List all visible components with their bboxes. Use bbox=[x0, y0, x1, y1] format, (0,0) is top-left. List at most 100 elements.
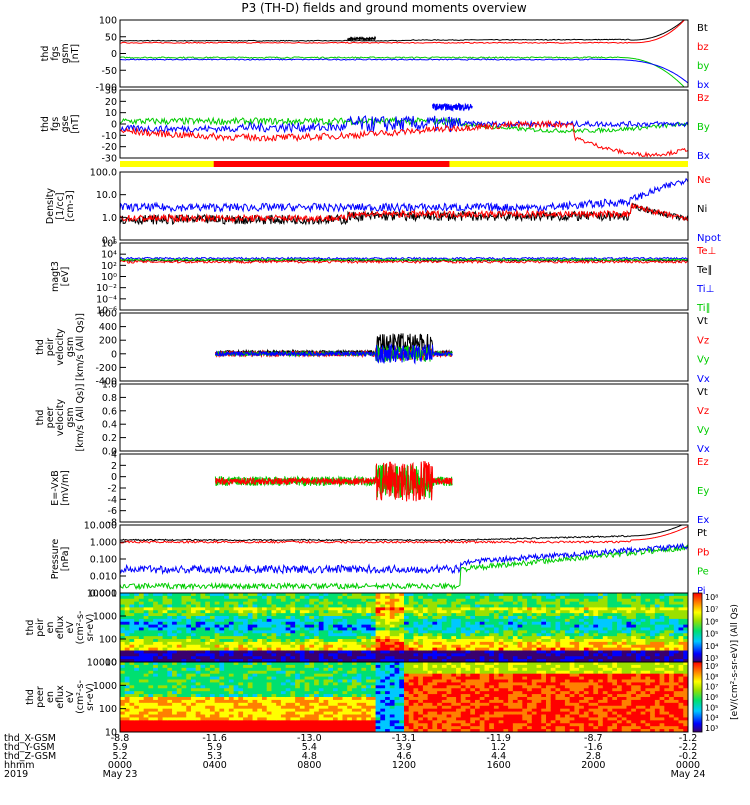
spectrogram-cell bbox=[399, 709, 404, 712]
spectrogram-cell bbox=[134, 651, 139, 654]
spectrogram-cell bbox=[276, 662, 281, 665]
spectrogram-cell bbox=[177, 715, 182, 718]
spectrogram-cell bbox=[248, 720, 253, 723]
spectrogram-cell bbox=[248, 715, 253, 718]
spectrogram-cell bbox=[205, 622, 210, 625]
spectrogram-cell bbox=[290, 668, 295, 671]
spectrogram-cell bbox=[219, 717, 224, 720]
spectrogram-cell bbox=[224, 671, 229, 674]
spectrogram-cell bbox=[234, 622, 239, 625]
spectrogram-cell bbox=[196, 665, 201, 668]
spectrogram-cell bbox=[148, 720, 153, 723]
spectrogram-cell bbox=[361, 599, 366, 602]
spectrogram-cell bbox=[120, 712, 125, 715]
spectrogram-cell bbox=[418, 688, 423, 691]
spectrogram-cell bbox=[205, 726, 210, 729]
spectrogram-cell bbox=[371, 671, 376, 674]
spectrogram-cell bbox=[314, 622, 319, 625]
spectrogram-cell bbox=[390, 712, 395, 715]
spectrogram-cell bbox=[153, 628, 158, 631]
spectrogram-cell bbox=[281, 662, 286, 665]
spectrogram-cell bbox=[234, 720, 239, 723]
spectrogram-cell bbox=[347, 697, 352, 700]
spectrogram-cell bbox=[598, 593, 603, 596]
spectrogram-cell bbox=[413, 680, 418, 683]
spectrogram-cell bbox=[413, 700, 418, 703]
spectrogram-cell bbox=[380, 674, 385, 677]
spectrogram-cell bbox=[224, 662, 229, 665]
spectrogram-cell bbox=[380, 703, 385, 706]
spectrogram-cell bbox=[262, 662, 267, 665]
spectrogram-cell bbox=[461, 605, 466, 608]
spectrogram-cell bbox=[267, 682, 272, 685]
spectrogram-cell bbox=[153, 674, 158, 677]
spectrogram-cell bbox=[271, 668, 276, 671]
spectrogram-cell bbox=[144, 706, 149, 709]
spectrogram-cell bbox=[413, 715, 418, 718]
spectrogram-cell bbox=[186, 691, 191, 694]
spectrogram-cell bbox=[342, 593, 347, 596]
spectrogram-cell bbox=[546, 599, 551, 602]
spectrogram-cell bbox=[470, 671, 475, 674]
spectrogram-cell bbox=[295, 715, 300, 718]
spectrogram-cell bbox=[305, 688, 310, 691]
spectrogram-cell bbox=[390, 688, 395, 691]
spectrogram-cell bbox=[305, 674, 310, 677]
spectrogram-cell bbox=[641, 633, 646, 636]
spectrogram-cell bbox=[182, 616, 187, 619]
spectrogram-cell bbox=[551, 622, 556, 625]
spectrogram-cell bbox=[200, 694, 205, 697]
spectrogram-cell bbox=[480, 677, 485, 680]
spectrogram-cell bbox=[395, 610, 400, 613]
spectrogram-cell bbox=[428, 715, 433, 718]
spectrogram-cell bbox=[518, 622, 523, 625]
spectrogram-cell bbox=[129, 662, 134, 665]
spectrogram-cell bbox=[674, 599, 679, 602]
spectrogram-cell bbox=[319, 723, 324, 726]
spectrogram-cell bbox=[333, 628, 338, 631]
spectrogram-cell bbox=[262, 682, 267, 685]
spectrogram-cell bbox=[338, 709, 343, 712]
spectrogram-cell bbox=[158, 633, 163, 636]
spectrogram-cell bbox=[234, 599, 239, 602]
spectrogram-cell bbox=[480, 671, 485, 674]
spectrogram-cell bbox=[300, 680, 305, 683]
spectrogram-cell bbox=[196, 628, 201, 631]
spectrogram-cell bbox=[404, 616, 409, 619]
spectrogram-cell bbox=[267, 717, 272, 720]
spectrogram-cell bbox=[215, 717, 220, 720]
spectrogram-cell bbox=[314, 616, 319, 619]
spectrogram-cell bbox=[551, 633, 556, 636]
spectrogram-cell bbox=[163, 668, 168, 671]
spectrogram-cell bbox=[352, 691, 357, 694]
spectrogram-cell bbox=[679, 639, 684, 642]
spectrogram-cell bbox=[243, 715, 248, 718]
spectrogram-cell bbox=[480, 674, 485, 677]
spectrogram-cell bbox=[139, 622, 144, 625]
spectrogram-cell bbox=[295, 671, 300, 674]
spectrogram-cell bbox=[324, 665, 329, 668]
spectrogram-cell bbox=[224, 700, 229, 703]
spectrogram-cell bbox=[428, 720, 433, 723]
spectrogram-cell bbox=[219, 651, 224, 654]
spectrogram-cell bbox=[555, 651, 560, 654]
spectrogram-cell bbox=[537, 628, 542, 631]
spectrogram-cell bbox=[589, 622, 594, 625]
spectrogram-cell bbox=[404, 682, 409, 685]
spectrogram-cell bbox=[413, 697, 418, 700]
spectrogram-cell bbox=[399, 715, 404, 718]
spectrogram-cell bbox=[134, 677, 139, 680]
spectrogram-cell bbox=[480, 715, 485, 718]
spectrogram-cell bbox=[480, 709, 485, 712]
spectrogram-cell bbox=[200, 639, 205, 642]
spectrogram-cell bbox=[333, 717, 338, 720]
spectrogram-cell bbox=[395, 691, 400, 694]
spectrogram-cell bbox=[380, 605, 385, 608]
spectrogram-cell bbox=[361, 665, 366, 668]
spectrogram-cell bbox=[305, 656, 310, 659]
spectrogram-cell bbox=[669, 628, 674, 631]
spectrogram-cell bbox=[475, 674, 480, 677]
spectrogram-cell bbox=[262, 685, 267, 688]
spectrogram-cell bbox=[234, 616, 239, 619]
legend-fgs_gse-1: By bbox=[697, 122, 710, 133]
